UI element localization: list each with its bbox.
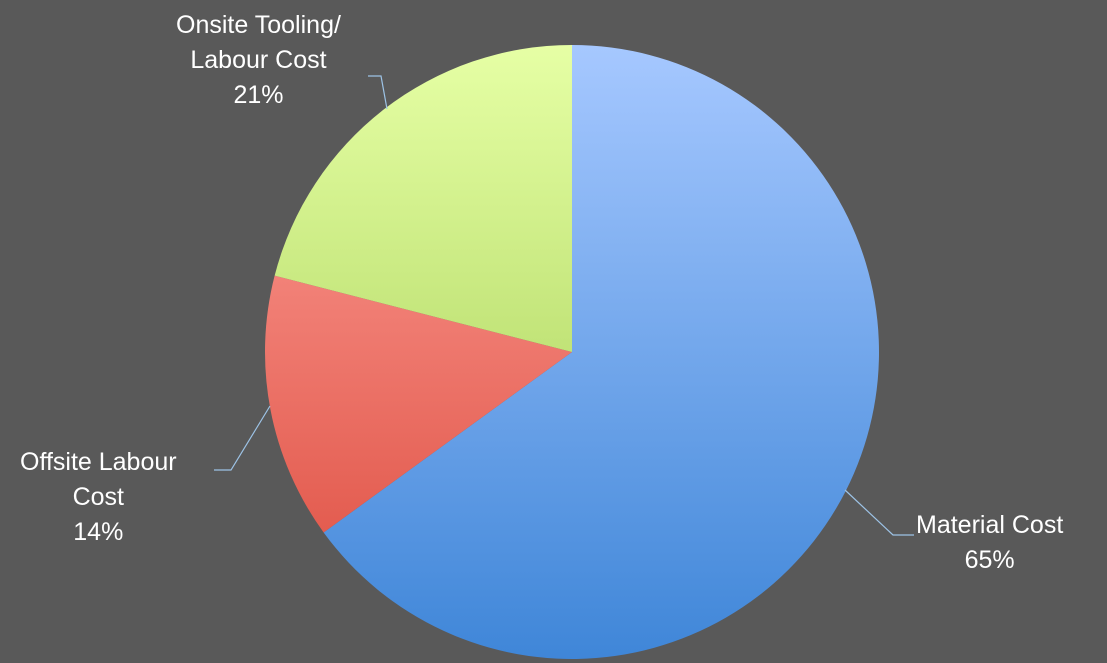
- leader-line-offsite-labour-cost: [214, 405, 271, 471]
- pie-slice-material-cost: [323, 45, 879, 660]
- pie-slice-offsite-labour-cost: [265, 275, 572, 533]
- data-label-material-cost: Material Cost 65%: [916, 508, 1063, 578]
- data-label-percent: 14%: [73, 518, 124, 546]
- data-label-text: Cost: [72, 483, 124, 511]
- pie-slice-onsite-tooling-labour-cost: [274, 45, 572, 352]
- leader-line-material-cost: [844, 489, 914, 536]
- data-label-text: Material Cost: [916, 511, 1064, 539]
- data-label-text: Offsite Labour: [20, 448, 177, 476]
- data-label-offsite-labour-cost: Offsite Labour Cost 14%: [20, 445, 177, 550]
- data-label-onsite-tooling-labour-cost: Onsite Tooling/ Labour Cost 21%: [176, 8, 341, 113]
- data-label-text: Labour Cost: [190, 46, 327, 74]
- data-label-percent: 21%: [233, 81, 284, 109]
- leader-line-onsite-tooling-labour-cost: [368, 75, 388, 110]
- data-label-percent: 65%: [964, 546, 1015, 574]
- data-label-text: Onsite Tooling/: [176, 11, 341, 39]
